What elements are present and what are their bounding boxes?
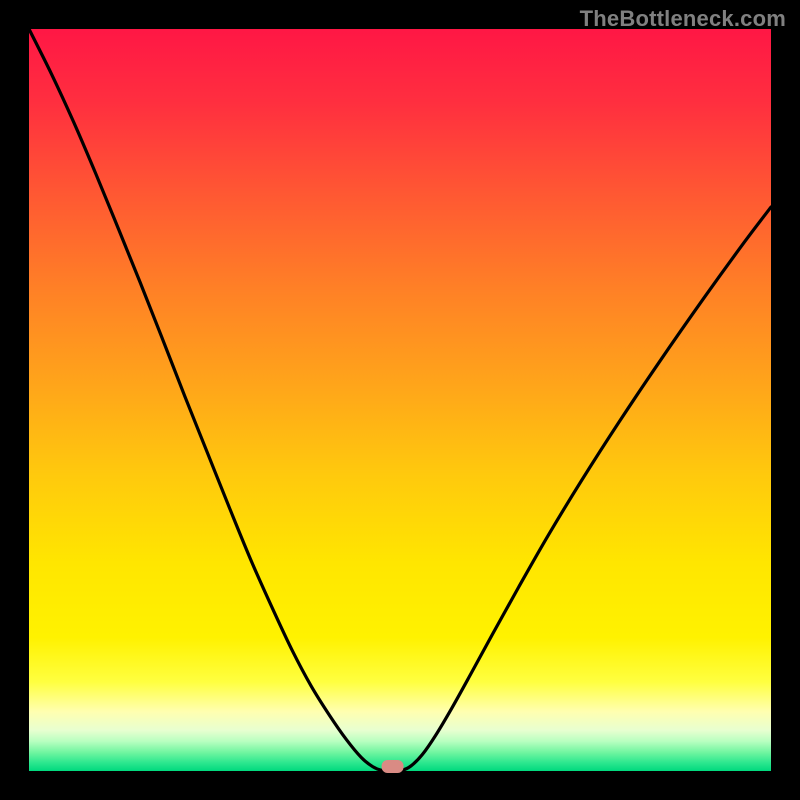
optimum-marker: [382, 760, 404, 773]
watermark-text: TheBottleneck.com: [580, 6, 786, 32]
plot-background: [29, 29, 771, 771]
chart-container: TheBottleneck.com: [0, 0, 800, 800]
chart-svg: [0, 0, 800, 800]
